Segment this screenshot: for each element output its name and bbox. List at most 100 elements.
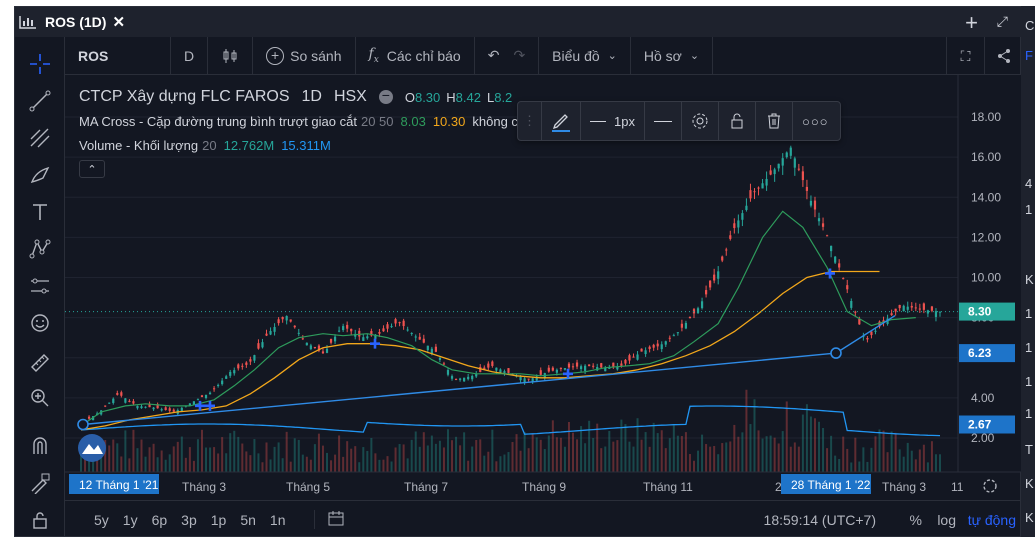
- settings-icon[interactable]: [682, 101, 719, 141]
- volume-bar: [108, 445, 111, 472]
- candle-body: [329, 338, 333, 343]
- fib-icon[interactable]: [27, 125, 53, 151]
- candle-body: [559, 367, 563, 369]
- profile-menu-button[interactable]: Hồ sơ ⌄: [631, 36, 714, 75]
- range-5y[interactable]: 5y: [94, 511, 109, 528]
- candle-body: [890, 313, 893, 316]
- candle-body: [563, 368, 567, 370]
- volume-bar: [277, 442, 280, 472]
- more-icon[interactable]: ○○○: [801, 113, 829, 129]
- zoom-icon[interactable]: [27, 385, 53, 411]
- crosshair-icon[interactable]: [27, 51, 53, 77]
- trash-icon[interactable]: [756, 101, 793, 141]
- collapse-legend-icon[interactable]: ⌃: [79, 160, 105, 178]
- drag-handle-icon[interactable]: ⋮: [518, 101, 542, 141]
- line-width-icon: [590, 120, 606, 122]
- range-1y[interactable]: 1y: [122, 511, 138, 528]
- candle-body: [422, 338, 425, 343]
- candle-body: [922, 303, 925, 310]
- candle-body: [761, 183, 764, 189]
- volume-bar: [233, 430, 236, 472]
- redo-icon[interactable]: ↷: [513, 47, 526, 63]
- pencil-color-icon[interactable]: [542, 101, 581, 141]
- lock-icon[interactable]: [27, 507, 53, 533]
- right-panel-char: 1: [1025, 374, 1033, 389]
- line-width-button[interactable]: 1px: [581, 101, 645, 141]
- volume-bar: [422, 432, 425, 472]
- volume-bar: [483, 455, 486, 472]
- volume-bar: [209, 447, 212, 472]
- chart-type-button[interactable]: [208, 36, 254, 75]
- volume-bar: [418, 446, 421, 472]
- indicators-button[interactable]: fx Các chỉ báo: [356, 36, 475, 75]
- ma-name: MA Cross - Cặp đường trung bình trượt gi…: [79, 113, 357, 129]
- forecast-icon[interactable]: [27, 273, 53, 299]
- volume-bar: [934, 454, 937, 472]
- volume-bar: [874, 436, 877, 472]
- top-toolbar: ROS D + So sánh fx Các chỉ báo ↶ ↷ Biểu …: [65, 36, 1022, 75]
- volume-bar: [463, 432, 466, 472]
- price-chart[interactable]: 2.004.006.008.0010.0012.0014.0016.0018.0…: [65, 75, 1022, 500]
- volume-bar: [721, 443, 724, 472]
- volume-bar: [781, 431, 784, 472]
- unlock-icon[interactable]: [719, 101, 756, 141]
- lock-draw-icon[interactable]: [27, 470, 53, 496]
- magnet-icon[interactable]: [27, 433, 53, 459]
- range-3m[interactable]: 3p: [181, 511, 197, 528]
- close-icon[interactable]: ✕: [112, 14, 126, 31]
- range-1d[interactable]: 1n: [269, 511, 286, 528]
- add-icon[interactable]: +: [965, 10, 978, 35]
- candle-body: [926, 310, 930, 314]
- brush-icon[interactable]: [27, 162, 53, 188]
- candle-body: [168, 408, 171, 411]
- undo-redo-group: ↶ ↷: [475, 36, 540, 75]
- line-style-icon[interactable]: [645, 101, 682, 141]
- chart-menu-button[interactable]: Biểu đồ ⌄: [539, 36, 631, 75]
- compare-button[interactable]: + So sánh: [253, 36, 356, 75]
- range-6m[interactable]: 6p: [151, 511, 168, 528]
- right-panel-char: 1: [1025, 306, 1033, 321]
- candle-body: [128, 400, 131, 402]
- volume-bar: [426, 445, 429, 472]
- date-range-icon[interactable]: [314, 510, 345, 529]
- candle-body: [838, 263, 841, 268]
- symbol-search[interactable]: ROS: [65, 36, 171, 75]
- candle-body: [458, 378, 462, 380]
- candle-body: [499, 369, 502, 373]
- interval-button[interactable]: D: [171, 36, 209, 75]
- candle-body: [261, 342, 264, 348]
- hide-legend-icon[interactable]: −: [378, 88, 393, 104]
- volume-bar: [188, 447, 191, 472]
- candle-body: [878, 321, 881, 327]
- log-toggle[interactable]: log: [937, 512, 956, 528]
- undo-icon[interactable]: ↶: [487, 47, 500, 63]
- candle-body: [846, 285, 849, 290]
- range-1m[interactable]: 1p: [210, 511, 227, 528]
- auto-toggle[interactable]: tự động: [967, 512, 1016, 528]
- text-icon[interactable]: [27, 199, 53, 225]
- candle-body: [132, 401, 135, 404]
- volume-bar: [402, 444, 405, 472]
- pattern-icon[interactable]: [27, 236, 53, 262]
- price-tick-label: 12.00: [971, 230, 1001, 244]
- price-badge: [959, 302, 1015, 321]
- trendline-icon[interactable]: [27, 88, 53, 114]
- time-tick-label: Tháng 11: [643, 480, 693, 494]
- candle-body: [297, 332, 300, 334]
- ma-slow-value: 10.30: [432, 113, 466, 129]
- volume-bar: [551, 420, 554, 472]
- right-side-panel: C F 4 1 K 1 1 1 1 T K K: [1021, 6, 1035, 537]
- clock-time[interactable]: 18:59:14 (UTC+7): [763, 512, 876, 528]
- percent-toggle[interactable]: %: [909, 512, 922, 528]
- candle-body: [894, 308, 897, 312]
- volume-bar: [737, 436, 740, 472]
- fullscreen-icon[interactable]: ⛶: [946, 37, 984, 75]
- range-5d[interactable]: 5n: [240, 511, 256, 528]
- emoji-icon[interactable]: [27, 310, 53, 336]
- candle-body: [152, 407, 155, 410]
- share-icon[interactable]: [984, 37, 1022, 75]
- expand-icon[interactable]: ⤢: [996, 13, 1008, 29]
- volume-bar: [261, 462, 264, 472]
- chart-area[interactable]: 2.004.006.008.0010.0012.0014.0016.0018.0…: [65, 75, 1022, 500]
- ruler-icon[interactable]: [27, 350, 53, 376]
